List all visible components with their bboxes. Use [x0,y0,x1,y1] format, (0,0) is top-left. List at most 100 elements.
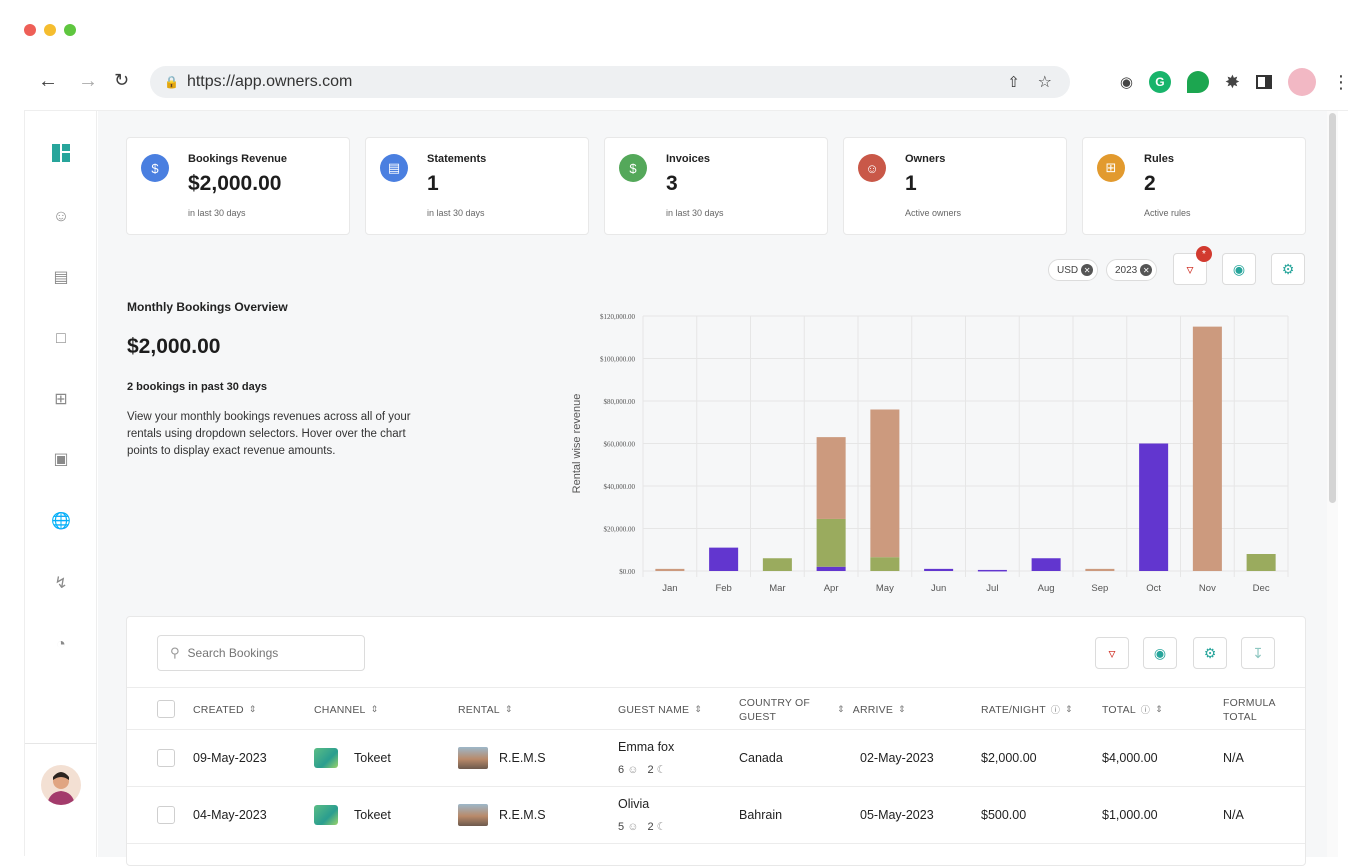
remove-chip-icon[interactable]: ✕ [1081,264,1094,276]
lightning-icon[interactable]: ↯ [54,575,68,592]
year-chip-label: 2023 [1115,264,1138,276]
column-header-rate-night[interactable]: RATE/NIGHT ⓘ ⇕ [981,688,1073,731]
table-settings-button[interactable]: ⚙ [1193,637,1227,669]
column-header-country[interactable]: COUNTRY OF GUEST [739,688,829,731]
settings-button[interactable]: ⚙ [1271,253,1305,285]
y-tick-label: $0.00 [619,568,635,576]
table-view-toggle-button[interactable]: ◉ [1143,637,1177,669]
arrive-cell: 05-May-2023 [860,808,934,822]
y-tick-label: $60,000.00 [604,441,636,449]
clear-filter-button[interactable]: ▿ * [1173,246,1212,285]
maximize-window-button[interactable] [64,24,76,36]
dashboard-icon[interactable] [51,143,71,163]
rental-cell[interactable]: R.E.M.S [499,751,546,765]
forward-icon[interactable]: → [78,70,98,92]
eye-icon: ◉ [1153,644,1167,661]
currency-filter-chip[interactable]: USD ✕ [1048,259,1099,281]
column-header-rental[interactable]: RENTAL ⇕ [458,688,513,731]
puzzle-extensions-icon[interactable]: ✸ [1224,71,1240,92]
user-avatar[interactable] [41,765,81,805]
table-row[interactable]: 09-May-2023 Tokeet R.E.M.S Emma fox 6 ☺ … [127,730,1305,787]
search-input[interactable] [187,646,348,660]
guest-name-cell[interactable]: Olivia [618,797,650,811]
bookings-table-panel: ⚲ ▿ ◉ ⚙ ↧ CREATED ⇕ CHANNEL ⇕ RENTAL ⇕ GUES… [126,616,1306,866]
created-cell: 09-May-2023 [193,751,267,765]
stat-value: $2,000.00 [188,172,282,195]
view-toggle-button[interactable]: ◉ [1222,253,1256,285]
column-label: COUNTRY OF GUEST [739,696,811,723]
column-label: CREATED [193,703,244,716]
back-icon[interactable]: ← [38,70,58,92]
filter-off-icon: ▿ [1186,260,1194,277]
owners-icon[interactable]: ☺ [52,208,70,225]
statements-icon[interactable]: ▤ [53,269,69,286]
rate-cell: $500.00 [981,808,1027,822]
year-filter-chip[interactable]: 2023 ✕ [1106,259,1158,281]
overview-title: Monthly Bookings Overview [127,300,288,314]
column-header-total[interactable]: TOTAL ⓘ ⇕ [1102,688,1163,731]
close-window-button[interactable] [24,24,36,36]
stat-card-rules[interactable]: ⊞ Rules 2 Active rules [1082,137,1306,235]
country-cell: Canada [739,751,783,765]
app-frame: ☺ ▤ □ ⊞ ▣ 🌐 ↯ ◔ $ Bookings Revenue $2,00… [24,110,1348,866]
side-panel-icon[interactable] [1256,75,1272,89]
filter-off-icon: ▿ [1108,644,1116,661]
y-tick-label: $100,000.00 [600,356,636,364]
stat-card-owners[interactable]: ☺ Owners 1 Active owners [843,137,1067,235]
x-tick-label: Aug [1038,583,1055,594]
column-header-created[interactable]: CREATED ⇕ [193,688,257,731]
table-clear-filter-button[interactable]: ▿ [1095,637,1129,669]
reload-icon[interactable]: ↻ [114,70,130,90]
select-all-checkbox[interactable] [157,700,175,718]
formula-total-cell: N/A [1223,751,1244,765]
stat-card-statements[interactable]: ▤ Statements 1 in last 30 days [365,137,589,235]
globe-icon[interactable]: 🌐 [51,513,71,530]
table-header: CREATED ⇕ CHANNEL ⇕ RENTAL ⇕ GUEST NAME ⇕ CO… [127,687,1305,730]
download-button[interactable]: ↧ [1241,637,1275,669]
x-tick-label: Jan [662,583,677,594]
row-checkbox[interactable] [157,806,175,824]
stat-title: Invoices [666,153,711,165]
people-icon: ☺ [627,821,639,833]
y-axis-label: Rental wise revenue [571,394,583,494]
statement-icon: ▤ [380,154,408,182]
calculator-icon[interactable]: ⊞ [54,391,68,408]
search-icon: ⚲ [170,645,180,660]
invoices-icon[interactable]: □ [56,330,66,347]
address-bar[interactable]: 🔒 https://app.owners.com ⇧ ☆ [150,66,1070,98]
gear-icon: ⚙ [1203,644,1217,661]
guest-name-cell[interactable]: Emma fox [618,740,675,754]
reports-pie-icon[interactable]: ◔ [56,636,66,653]
bookmark-star-icon[interactable]: ☆ [1037,74,1052,91]
stat-title: Statements [427,153,487,165]
bar-apr [816,566,846,571]
minimize-window-button[interactable] [44,24,56,36]
sidebar-divider [25,743,97,744]
column-header-guest-name[interactable]: GUEST NAME ⇕ [618,688,702,731]
camera-icon[interactable]: ◉ [1119,74,1133,91]
guest-meta: 5 ☺ 2 ☾ [618,820,667,833]
x-tick-label: Jun [931,583,946,594]
wallet-icon[interactable]: ▣ [53,451,69,468]
remove-chip-icon[interactable]: ✕ [1140,264,1153,276]
column-header-arrive[interactable]: ⇕ ARRIVE ⇕ [837,688,906,731]
rate-cell: $2,000.00 [981,751,1037,765]
browser-menu-icon[interactable]: ⋮ [1332,71,1350,92]
table-row[interactable]: 04-May-2023 Tokeet R.E.M.S Olivia 5 ☺ 2 … [127,787,1305,844]
row-checkbox[interactable] [157,749,175,767]
share-icon[interactable]: ⇧ [1007,74,1020,91]
profile-avatar[interactable] [1288,68,1316,96]
scrollbar[interactable] [1327,111,1338,857]
chat-extension-icon[interactable] [1186,71,1209,93]
bar-apr [816,437,846,519]
column-header-formula-total[interactable]: FORMULA TOTAL [1223,688,1283,731]
scrollbar-thumb[interactable] [1329,113,1336,503]
stat-card-invoices[interactable]: $ Invoices 3 in last 30 days [604,137,828,235]
sort-icon: ⇕ [370,704,379,714]
stat-card-bookings-revenue[interactable]: $ Bookings Revenue $2,000.00 in last 30 … [126,137,350,235]
search-bookings-field[interactable]: ⚲ [157,635,365,671]
column-header-channel[interactable]: CHANNEL ⇕ [314,688,378,731]
monthly-revenue-chart[interactable]: $0.00 $20,000.00 $40,000.00 $60,000.00 $80,0… [458,296,1298,596]
grammarly-icon[interactable]: G [1148,71,1171,93]
rental-cell[interactable]: R.E.M.S [499,808,546,822]
